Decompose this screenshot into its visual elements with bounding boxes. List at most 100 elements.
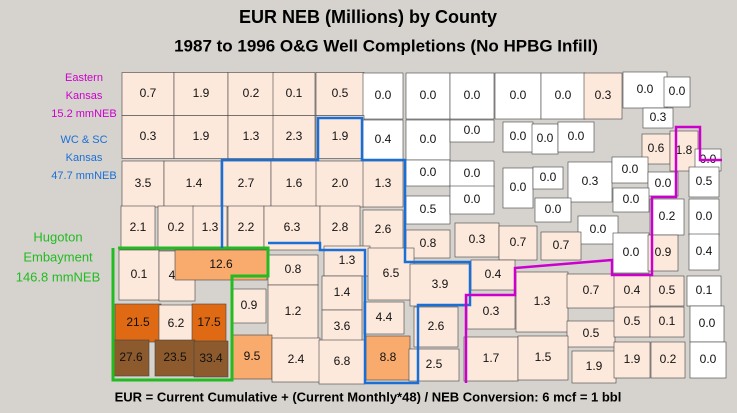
county	[642, 107, 674, 129]
county	[688, 166, 720, 198]
county-value: 21.5	[126, 315, 150, 329]
county	[193, 340, 229, 378]
county	[649, 275, 685, 307]
region-label: 15.2 mmNEB	[51, 108, 116, 120]
county-value: 1.7	[483, 351, 500, 365]
county-value: 0.5	[583, 326, 600, 340]
county-value: 1.3	[339, 253, 356, 267]
county	[321, 275, 363, 311]
county-value: 1.4	[186, 176, 203, 190]
footer: EUR = Current Cumulative + (Current Mont…	[115, 389, 622, 404]
county-value: 0.2	[243, 86, 260, 100]
county	[540, 72, 586, 120]
county-value: 3.6	[334, 319, 351, 333]
county-value: 0.1	[286, 86, 303, 100]
county	[583, 72, 623, 120]
region-label: Kansas	[66, 152, 103, 164]
county-value: 6.3	[284, 220, 301, 234]
region-label: WC & SC	[60, 134, 107, 146]
county-value: 3.5	[135, 176, 152, 190]
county-value: 0.8	[420, 236, 437, 250]
county-value: 0.0	[510, 129, 527, 143]
county-value: 1.3	[243, 129, 260, 143]
county	[463, 336, 519, 382]
county	[494, 72, 542, 120]
county-value: 0.0	[420, 132, 437, 146]
county	[227, 205, 265, 251]
county-value: 0.4	[696, 244, 713, 258]
county-value: 0.2	[659, 209, 676, 223]
county-value: 0.0	[669, 84, 686, 98]
county-value: 33.4	[199, 351, 223, 365]
county-value: 1.9	[624, 352, 641, 366]
county	[362, 119, 404, 161]
county	[466, 294, 516, 330]
region-label: Kansas	[66, 90, 103, 102]
county	[173, 72, 229, 116]
county	[405, 72, 451, 120]
title: EUR NEB (Millions) by County	[239, 7, 497, 27]
county-value: 0.3	[140, 129, 157, 143]
county-value: 0.3	[650, 110, 667, 124]
county-value: 3.9	[432, 277, 449, 291]
county-value: 0.5	[420, 202, 437, 216]
county-value: 0.0	[568, 129, 585, 143]
county-value: 0.5	[624, 314, 641, 328]
county-value: 0.7	[140, 86, 157, 100]
county	[534, 197, 572, 223]
county	[649, 198, 685, 236]
county-value: 0.0	[637, 82, 654, 96]
county-value: 6.8	[334, 354, 351, 368]
region-label: Eastern	[65, 72, 103, 84]
county-value: 0.0	[464, 192, 481, 206]
county-value: 0.0	[464, 88, 481, 102]
county-value: 0.3	[595, 88, 612, 102]
county-value: 0.8	[285, 262, 302, 276]
county-value: 4.4	[376, 310, 393, 324]
county	[540, 231, 582, 261]
county	[267, 284, 319, 340]
region-label: 146.8 mmNEB	[16, 269, 101, 284]
county-value: 0.0	[510, 180, 527, 194]
county	[502, 167, 534, 209]
county	[613, 341, 651, 379]
county-value: 0.0	[420, 165, 437, 179]
county	[612, 187, 650, 213]
county-value: 1.5	[535, 350, 552, 364]
county	[532, 166, 564, 190]
county-value: 1.9	[586, 359, 603, 373]
county-value: 0.0	[623, 245, 640, 259]
county-value: 2.2	[238, 220, 255, 234]
county	[271, 337, 321, 383]
county-value: 0.5	[332, 86, 349, 100]
county	[663, 76, 691, 108]
county-value: 2.4	[288, 352, 305, 366]
county-value: 1.3	[375, 176, 392, 190]
county-value: 0.0	[590, 222, 607, 236]
county	[319, 205, 361, 251]
county	[272, 115, 316, 159]
county	[405, 119, 451, 161]
county-value: 0.0	[655, 176, 672, 190]
county	[267, 254, 319, 286]
county-value: 1.9	[193, 129, 210, 143]
county-value: 0.4	[624, 283, 641, 297]
county-value: 2.8	[332, 220, 349, 234]
county	[688, 198, 720, 236]
county-value: 0.0	[623, 192, 640, 206]
county	[498, 225, 538, 261]
county	[577, 215, 619, 245]
county	[321, 309, 363, 345]
county-value: 0.0	[696, 209, 713, 223]
county	[362, 72, 404, 120]
county	[649, 306, 685, 338]
county-value: 1.3	[202, 220, 219, 234]
county-value: 1.2	[285, 304, 302, 318]
county-value: 17.5	[197, 315, 221, 329]
county-value: 0.5	[659, 283, 676, 297]
wcsc-outline	[220, 116, 472, 385]
county-value: 0.0	[420, 88, 437, 102]
county-value: 1.9	[332, 129, 349, 143]
